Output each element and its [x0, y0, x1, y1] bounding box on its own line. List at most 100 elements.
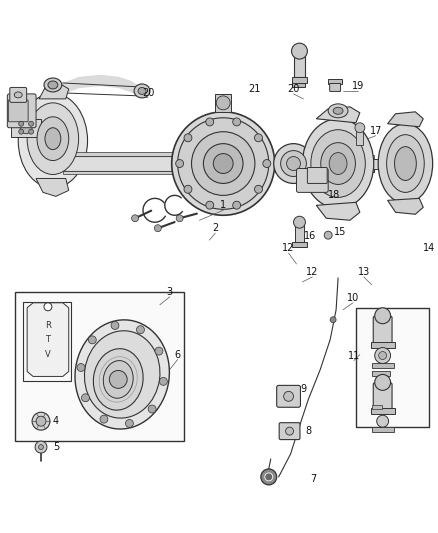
Bar — [275, 155, 374, 158]
Text: 11: 11 — [348, 351, 360, 360]
Circle shape — [286, 157, 300, 171]
Circle shape — [216, 96, 230, 110]
FancyBboxPatch shape — [297, 168, 328, 192]
Circle shape — [375, 375, 391, 390]
Circle shape — [88, 336, 96, 344]
FancyBboxPatch shape — [279, 423, 300, 440]
Circle shape — [379, 352, 387, 360]
Text: 12: 12 — [306, 267, 318, 277]
Circle shape — [19, 129, 24, 134]
Circle shape — [191, 132, 255, 196]
Circle shape — [274, 144, 313, 183]
Polygon shape — [388, 198, 423, 214]
Circle shape — [81, 394, 89, 402]
Bar — [366, 158, 406, 168]
Text: 10: 10 — [347, 293, 359, 303]
Polygon shape — [27, 303, 69, 376]
Circle shape — [261, 469, 277, 485]
Text: 3: 3 — [167, 287, 173, 297]
Text: 2: 2 — [212, 223, 219, 233]
Circle shape — [263, 159, 271, 167]
Text: 21: 21 — [249, 84, 261, 94]
Circle shape — [281, 151, 307, 176]
Bar — [294, 224, 304, 242]
Text: 20: 20 — [287, 84, 300, 94]
Circle shape — [233, 201, 240, 209]
Circle shape — [233, 118, 240, 126]
Circle shape — [39, 445, 43, 449]
Ellipse shape — [27, 103, 79, 174]
Circle shape — [154, 225, 161, 232]
Ellipse shape — [302, 119, 374, 208]
Ellipse shape — [329, 152, 347, 174]
Circle shape — [206, 118, 214, 126]
Circle shape — [184, 185, 192, 193]
Text: 12: 12 — [283, 243, 295, 253]
Bar — [275, 158, 374, 173]
Ellipse shape — [20, 122, 32, 134]
Circle shape — [324, 231, 332, 239]
Ellipse shape — [85, 331, 160, 418]
Bar — [15, 292, 184, 441]
Circle shape — [176, 215, 183, 222]
FancyBboxPatch shape — [373, 316, 392, 343]
Bar — [11, 119, 41, 136]
Polygon shape — [388, 112, 423, 127]
Circle shape — [137, 326, 145, 334]
Bar — [23, 302, 71, 382]
FancyBboxPatch shape — [10, 87, 27, 102]
Circle shape — [355, 123, 365, 133]
Ellipse shape — [45, 128, 61, 150]
Text: R
T
V: R T V — [45, 320, 51, 359]
Bar — [63, 151, 209, 156]
Bar — [356, 308, 429, 427]
Circle shape — [110, 370, 127, 389]
Ellipse shape — [75, 320, 170, 429]
Bar — [292, 242, 307, 247]
Circle shape — [28, 129, 34, 134]
Text: 15: 15 — [334, 227, 346, 237]
FancyBboxPatch shape — [7, 94, 36, 128]
Bar — [371, 342, 395, 348]
Ellipse shape — [328, 104, 348, 118]
Polygon shape — [36, 179, 69, 196]
Circle shape — [203, 144, 243, 183]
Circle shape — [213, 154, 233, 173]
Circle shape — [172, 112, 275, 215]
Circle shape — [265, 473, 273, 481]
Ellipse shape — [103, 361, 133, 398]
Ellipse shape — [395, 147, 417, 181]
Text: 20: 20 — [142, 88, 154, 98]
Bar — [63, 156, 209, 172]
Circle shape — [28, 122, 34, 126]
Circle shape — [254, 134, 262, 142]
Ellipse shape — [14, 92, 22, 98]
Text: 8: 8 — [305, 426, 311, 436]
Text: 16: 16 — [304, 231, 317, 241]
Bar — [371, 408, 395, 414]
Circle shape — [377, 415, 389, 427]
Circle shape — [254, 185, 262, 193]
Circle shape — [293, 216, 305, 228]
Text: 17: 17 — [370, 126, 382, 136]
Circle shape — [375, 348, 391, 364]
Circle shape — [330, 317, 336, 322]
Text: 14: 14 — [423, 243, 435, 253]
Ellipse shape — [311, 130, 365, 197]
Bar — [328, 79, 342, 84]
Polygon shape — [316, 107, 360, 123]
Bar — [356, 131, 363, 144]
Circle shape — [178, 118, 269, 209]
Circle shape — [111, 321, 119, 329]
Circle shape — [32, 412, 50, 430]
FancyBboxPatch shape — [307, 167, 327, 183]
Text: 4: 4 — [53, 416, 59, 426]
Bar — [215, 94, 231, 112]
Ellipse shape — [321, 143, 355, 184]
Text: 19: 19 — [352, 81, 364, 91]
Circle shape — [19, 122, 24, 126]
Bar — [372, 405, 381, 409]
Polygon shape — [316, 203, 360, 220]
Circle shape — [148, 405, 156, 413]
Ellipse shape — [333, 107, 343, 114]
